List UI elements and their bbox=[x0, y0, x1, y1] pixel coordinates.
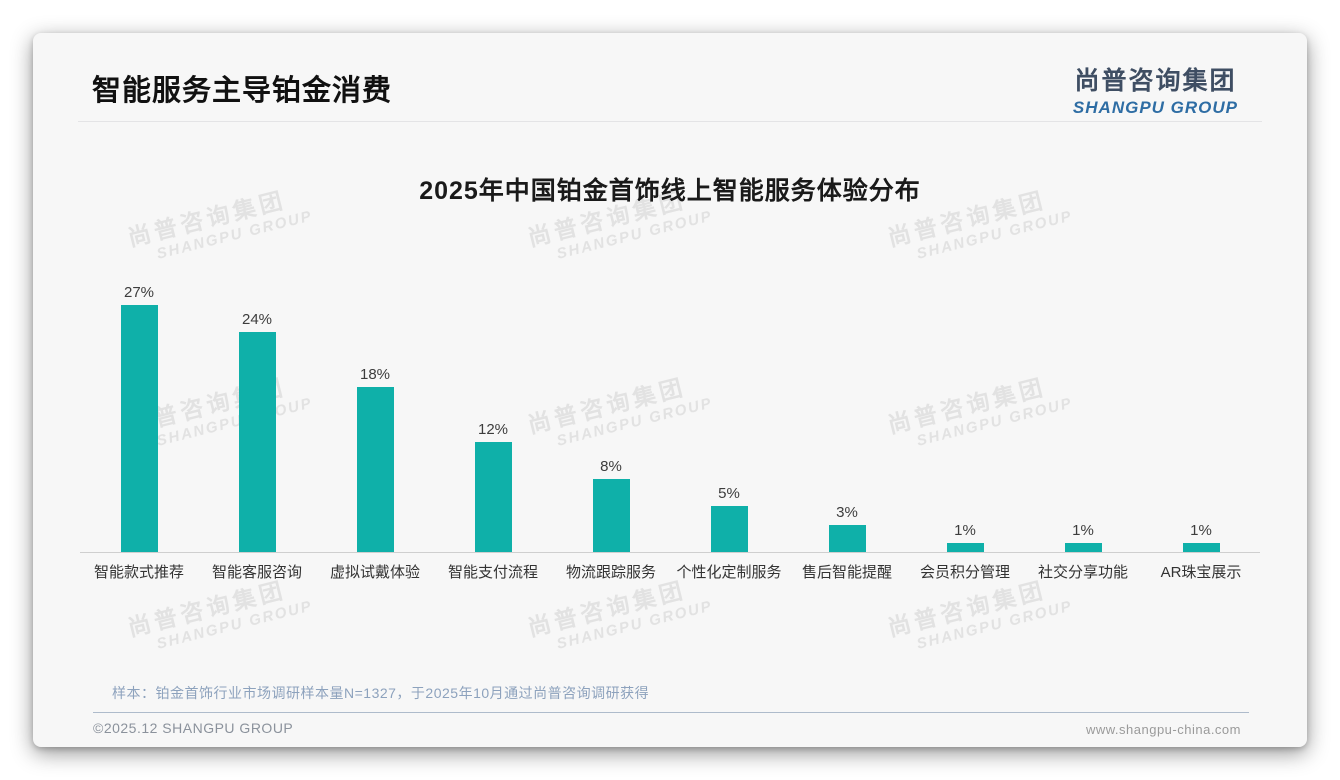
copyright-text: ©2025.12 SHANGPU GROUP bbox=[93, 720, 294, 736]
bar-column: 1% bbox=[1142, 262, 1260, 552]
x-axis-line bbox=[80, 552, 1260, 553]
bar-column: 1% bbox=[1024, 262, 1142, 552]
category-label: 会员积分管理 bbox=[919, 564, 1010, 581]
bar-value-label: 1% bbox=[1072, 522, 1094, 539]
category-label: 售后智能提醒 bbox=[801, 564, 892, 581]
bar-value-label: 24% bbox=[241, 311, 273, 328]
page-title: 智能服务主导铂金消费 bbox=[92, 75, 393, 107]
bar-column: 8% bbox=[552, 262, 670, 552]
category-label: 虚拟试戴体验 bbox=[329, 564, 420, 581]
bar-chart-plot-area: 27% 24% 18% 12% 8% 5% 3% 1% 1% 1% bbox=[80, 262, 1260, 552]
bar-value-label: 27% bbox=[123, 284, 155, 301]
bar-column: 5% bbox=[670, 262, 788, 552]
logo-cn-text: 尚普咨询集团 bbox=[1074, 67, 1237, 95]
footer-divider bbox=[93, 712, 1249, 713]
x-axis-labels-row: 智能款式推荐 智能客服咨询 虚拟试戴体验 智能支付流程 物流跟踪服务 个性化定制服务 售后智… bbox=[80, 561, 1260, 582]
bar-value-label: 1% bbox=[954, 522, 976, 539]
bar bbox=[356, 387, 394, 552]
category-label: 社交分享功能 bbox=[1037, 564, 1128, 581]
bar-value-label: 8% bbox=[600, 458, 622, 475]
header-divider bbox=[78, 121, 1262, 122]
bar bbox=[592, 479, 630, 552]
sample-note: 样本：铂金首饰行业市场调研样本量N=1327，于2025年10月通过尚普咨询调研… bbox=[112, 685, 650, 701]
category-label: 智能客服咨询 bbox=[211, 564, 302, 581]
bar bbox=[1182, 543, 1220, 552]
category-label: 智能支付流程 bbox=[447, 564, 538, 581]
bar bbox=[946, 543, 984, 552]
bar bbox=[828, 525, 866, 552]
category-label: AR珠宝展示 bbox=[1160, 564, 1242, 581]
bar-column: 12% bbox=[434, 262, 552, 552]
bar-value-label: 3% bbox=[836, 504, 858, 521]
bar-column: 18% bbox=[316, 262, 434, 552]
chart-title: 2025年中国铂金首饰线上智能服务体验分布 bbox=[419, 177, 921, 205]
bar-value-label: 1% bbox=[1190, 522, 1212, 539]
bar-value-label: 5% bbox=[718, 485, 740, 502]
bar-value-label: 18% bbox=[359, 366, 391, 383]
bar bbox=[120, 305, 158, 552]
category-label: 智能款式推荐 bbox=[93, 564, 184, 581]
logo-en-text: SHANGPU GROUP bbox=[1072, 98, 1238, 117]
bar-column: 24% bbox=[198, 262, 316, 552]
bar-column: 27% bbox=[80, 262, 198, 552]
category-label: 物流跟踪服务 bbox=[565, 564, 656, 581]
bar bbox=[238, 332, 276, 552]
bar-column: 1% bbox=[906, 262, 1024, 552]
website-link[interactable]: www.shangpu-china.com bbox=[1085, 722, 1241, 737]
bar-column: 3% bbox=[788, 262, 906, 552]
category-label: 个性化定制服务 bbox=[676, 564, 782, 581]
company-logo: 尚普咨询集团 SHANGPU GROUP bbox=[1073, 61, 1238, 118]
slide-card: 尚普咨询集团 SHANGPU GROUP 尚普咨询集团 SHANGPU GROUP 尚普… bbox=[33, 33, 1307, 747]
bar-value-label: 12% bbox=[477, 421, 509, 438]
bar bbox=[1064, 543, 1102, 552]
bar bbox=[474, 442, 512, 552]
bar bbox=[710, 506, 748, 552]
